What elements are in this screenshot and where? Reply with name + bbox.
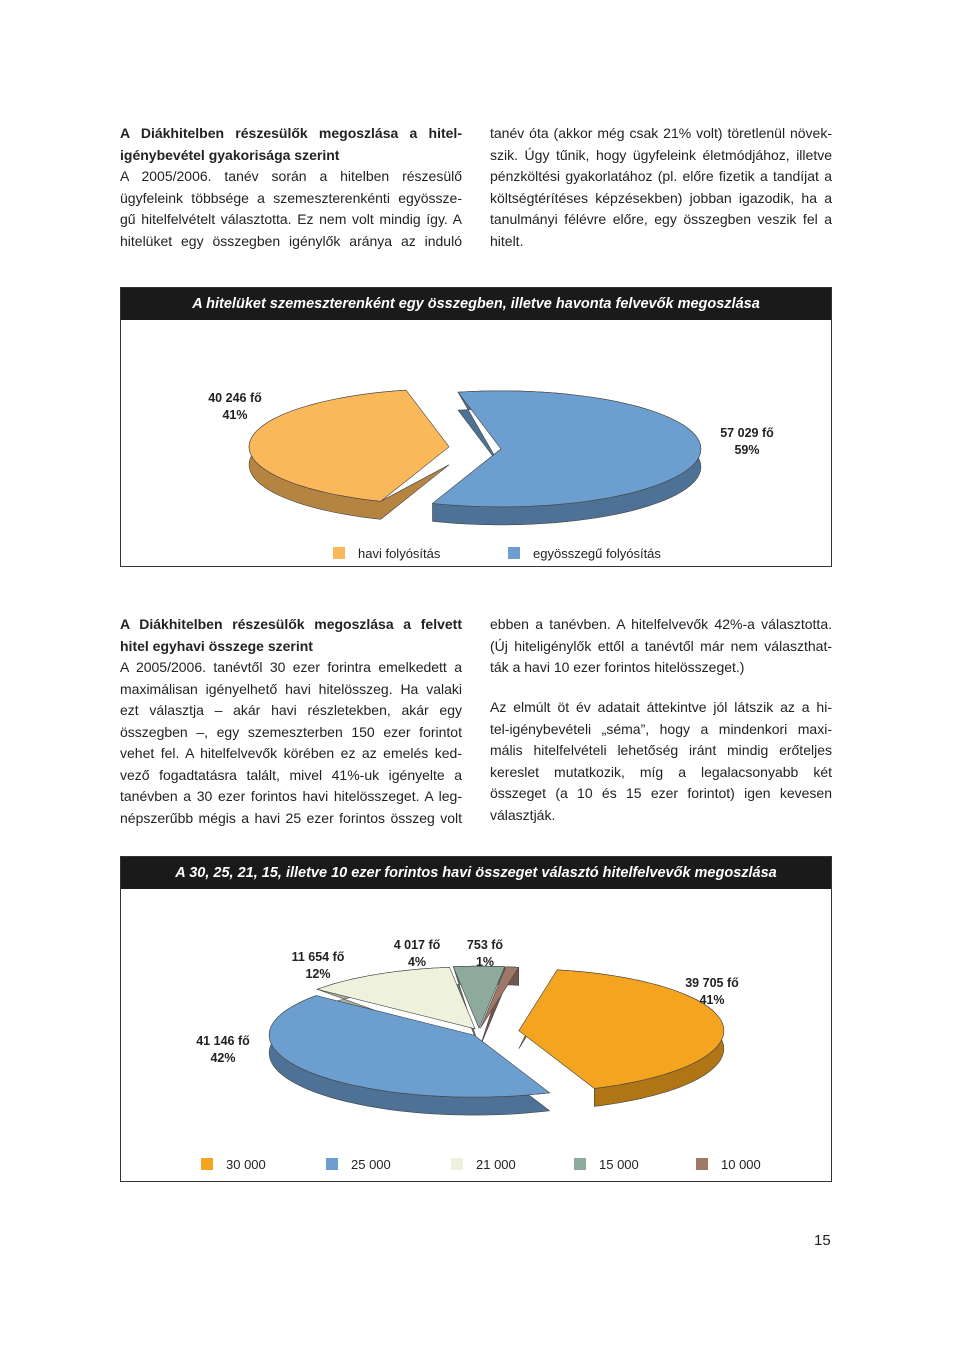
text-line: hitelt. (490, 232, 524, 249)
legend-swatch (574, 1158, 586, 1170)
page-number: 15 (814, 1232, 831, 1249)
text-block: Az elmúlt öt év adatait áttekintve jól l… (490, 697, 832, 826)
text-line: ebben a tanévben. A hitelfelvevők 42%-a … (490, 616, 832, 632)
slice (248, 389, 450, 502)
text-line: tel-igénybevételi „séma”, hogy a mindenk… (490, 720, 832, 737)
text-line: vehet fel. A hitelfelvevők körében ez az… (120, 745, 462, 761)
legend-label: 21 000 (476, 1157, 516, 1172)
count-label: 753 fő (467, 938, 503, 952)
legend-label: 30 000 (226, 1157, 266, 1172)
count-label: 41 146 fő (196, 1034, 250, 1048)
text-line: kereslet mutatkozik, míg a legalacsonyab… (490, 763, 832, 780)
count-label: 4 017 fő (394, 938, 441, 952)
text-block: ebben a tanévben. A hitelfelvevők 42%-a … (490, 614, 832, 679)
chart-box: A hitelüket szemeszterenként egy összegb… (120, 287, 832, 567)
legend-swatch (326, 1158, 338, 1170)
slice (316, 966, 476, 1030)
text-block: A Diákhitelben részesülők megoszlása a f… (120, 614, 462, 829)
text-line: népszerűbb mégis a havi 25 ezer forintos… (120, 809, 462, 826)
text-line: pénzköltési gyakorlatához (pl. előre fiz… (490, 168, 832, 184)
legend-label: 15 000 (599, 1157, 639, 1172)
heading-line: A Diákhitelben részesülők megoszlása a h… (120, 125, 462, 141)
value-label: 41% (222, 408, 247, 422)
chart-title: A 30, 25, 21, 15, illetve 10 ezer forint… (121, 857, 831, 889)
text-line: költségtérítéses képzésekben) jobban iga… (490, 189, 832, 206)
value-label: 4% (408, 955, 426, 969)
text-line: hitelüket egy összegben igénylők aránya … (120, 232, 462, 249)
text-line: (Új hiteligénylők ettől a tanévtől már n… (490, 637, 832, 654)
chart-box: A 30, 25, 21, 15, illetve 10 ezer forint… (120, 856, 832, 1182)
text-block: tanév óta (akkor még csak 21% volt) töre… (490, 123, 832, 252)
legend-swatch (696, 1158, 708, 1170)
chart: 39 705 fő 41% 30 000 41 146 fő 42% 25 000 11 6… (196, 938, 761, 1172)
legend-swatch (201, 1158, 213, 1170)
text-line: maximálisan igényelhető havi hitelösszeg… (120, 680, 462, 697)
text-line: összegben –, egy szemeszterben 150 ezer … (120, 723, 462, 740)
count-label: 40 246 fő (208, 391, 262, 405)
value-label: 59% (734, 443, 759, 457)
text-line: összeget (a 10 és 15 ezer forintot) igen… (490, 785, 832, 801)
value-label: 12% (305, 967, 330, 981)
text-line: mális hitelfelvételi lehetőség iránt min… (490, 742, 832, 758)
heading-line: hitel egyhavi összege szerint (120, 637, 313, 654)
text-line: gű hitelfelvételt választotta. Ez nem vo… (120, 211, 462, 227)
count-label: 39 705 fő (685, 976, 739, 990)
legend-label: 25 000 (351, 1157, 391, 1172)
chart: 40 246 fő 41% havi folyósítás 57 029 fő 59% e… (208, 389, 774, 561)
text-line: ügyfeleink többsége a szemeszterenkénti … (120, 189, 462, 206)
heading-line: A Diákhitelben részesülők megoszlása a f… (120, 616, 462, 632)
count-label: 11 654 fő (292, 950, 345, 964)
text-line: A 2005/2006. tanévtől 30 ezer forintra e… (120, 659, 462, 675)
text-line: tanév óta (akkor még csak 21% volt) töre… (490, 125, 832, 141)
slice (480, 966, 520, 1029)
legend-label: havi folyósítás (358, 546, 441, 561)
text-line: tanulmányi félévre előre, egy összegben … (490, 211, 832, 227)
chart-title: A hitelüket szemeszterenként egy összegb… (121, 288, 831, 320)
text-line: tanévben a 30 ezer forintos havi hitelös… (120, 788, 462, 804)
slice (268, 995, 551, 1098)
value-label: 42% (210, 1051, 235, 1065)
slice (431, 390, 702, 508)
text-line: vező fogadtatásra talált, mivel 41%-uk i… (120, 766, 462, 783)
text-line: szik. Úgy tűnik, hogy ügyfeleink életmód… (490, 146, 832, 163)
text-line: Az elmúlt öt év adatait áttekintve jól l… (490, 699, 832, 715)
legend-label: 10 000 (721, 1157, 761, 1172)
legend-swatch (333, 547, 345, 559)
legend-swatch (508, 547, 520, 559)
slice (518, 969, 725, 1089)
text-block: A Diákhitelben részesülők megoszlása a h… (120, 123, 462, 252)
value-label: 41% (699, 993, 724, 1007)
slice (452, 965, 506, 1029)
text-line: választják. (490, 806, 556, 823)
value-label: 1% (476, 955, 494, 969)
count-label: 57 029 fő (720, 426, 774, 440)
text-line: ták a havi 10 ezer forintos hitelösszege… (490, 659, 745, 675)
legend-label: egyösszegű folyósítás (533, 546, 661, 561)
text-line: A 2005/2006. tanév során a hitelben rész… (120, 168, 462, 184)
heading-line: igénybevétel gyakorisága szerint (120, 146, 340, 163)
text-line: ezt választja – akár havi részletekben, … (120, 702, 462, 718)
legend-swatch (451, 1158, 463, 1170)
